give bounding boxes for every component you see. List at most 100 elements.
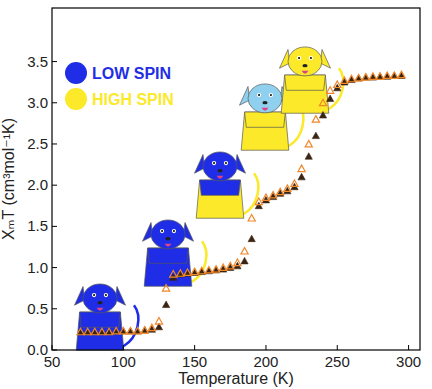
- data-point: [298, 165, 305, 171]
- data-point: [312, 132, 319, 138]
- data-point: [398, 71, 405, 77]
- chart: 501001502002503000.00.51.01.52.02.53.03.…: [0, 0, 432, 389]
- y-tick: [52, 267, 57, 268]
- y-tick: [52, 102, 57, 103]
- data-point: [348, 76, 355, 82]
- data-point: [163, 301, 170, 307]
- data-point: [234, 259, 241, 265]
- x-tick: [194, 345, 195, 350]
- data-point: [91, 328, 98, 334]
- data-point: [391, 72, 398, 78]
- y-tick-label: 3.0: [27, 94, 48, 111]
- y-tick-label: 0.0: [27, 341, 48, 358]
- data-point: [212, 266, 219, 272]
- y-tick-label: 2.0: [27, 176, 48, 193]
- dog: [195, 152, 259, 218]
- data-point: [163, 285, 170, 291]
- x-tick: [123, 345, 124, 350]
- data-point: [341, 77, 348, 83]
- data-point: [369, 74, 376, 80]
- data-point: [105, 328, 112, 334]
- data-point: [141, 327, 148, 333]
- data-point: [362, 74, 369, 80]
- data-point: [248, 215, 255, 221]
- data-point: [205, 267, 212, 273]
- data-point: [255, 198, 262, 204]
- annotation-swatch: [65, 88, 87, 110]
- data-point: [184, 269, 191, 275]
- dog-illustrations: [75, 47, 344, 350]
- annotation: LOW SPIN: [92, 65, 171, 82]
- data-point: [120, 327, 127, 333]
- annotation-swatch: [65, 62, 87, 84]
- y-tick: [52, 61, 57, 62]
- dog: [75, 284, 139, 350]
- data-point: [127, 327, 134, 333]
- data-point: [319, 99, 326, 105]
- data-point: [241, 257, 248, 263]
- data-point: [212, 266, 219, 272]
- data-point: [191, 268, 198, 274]
- data-point: [98, 328, 105, 334]
- data-point: [191, 269, 198, 275]
- data-point: [355, 74, 362, 80]
- x-axis-title: Temperature (K): [178, 370, 294, 387]
- data-point: [127, 327, 134, 333]
- data-point: [198, 268, 205, 274]
- data-point: [120, 327, 127, 333]
- x-tick-label: 150: [182, 353, 207, 370]
- y-tick: [52, 350, 57, 351]
- data-point: [220, 264, 227, 270]
- data-point: [155, 318, 162, 324]
- data-point: [134, 327, 141, 333]
- x-tick-label: 100: [111, 353, 136, 370]
- data-point: [227, 262, 234, 268]
- data-point: [170, 271, 177, 277]
- data-point: [134, 327, 141, 333]
- x-tick-label: 200: [253, 353, 278, 370]
- data-point: [91, 328, 98, 334]
- data-point: [398, 72, 405, 78]
- data-point: [113, 327, 120, 333]
- data-point: [384, 72, 391, 78]
- x-tick-label: 250: [325, 353, 350, 370]
- y-tick-label: 2.5: [27, 135, 48, 152]
- data-point: [376, 73, 383, 79]
- data-point: [291, 180, 298, 186]
- data-point: [198, 267, 205, 273]
- x-tick: [408, 345, 409, 350]
- y-axis-title: XₘT (cm³mol⁻¹K): [0, 118, 17, 240]
- data-point: [241, 248, 248, 254]
- data-point: [248, 235, 255, 241]
- data-point: [369, 73, 376, 79]
- data-point: [177, 270, 184, 276]
- data-points: [77, 71, 405, 335]
- data-point: [391, 72, 398, 78]
- y-tick: [52, 185, 57, 186]
- data-point: [205, 266, 212, 272]
- y-tick-label: 3.5: [27, 53, 48, 70]
- data-point: [284, 185, 291, 191]
- data-point: [98, 328, 105, 334]
- data-point: [177, 271, 184, 277]
- x-tick: [265, 345, 266, 350]
- data-point: [327, 95, 334, 101]
- data-point: [262, 194, 269, 200]
- data-point: [77, 328, 84, 334]
- y-tick-label: 1.0: [27, 259, 48, 276]
- data-point: [148, 324, 155, 330]
- data-point: [105, 328, 112, 334]
- data-point: [355, 74, 362, 80]
- plot-frame: [52, 8, 420, 350]
- x-tick: [337, 345, 338, 350]
- data-point: [312, 116, 319, 122]
- data-point: [298, 173, 305, 179]
- data-point: [113, 327, 120, 333]
- data-point: [184, 270, 191, 276]
- dog: [143, 220, 207, 286]
- x-tick-label: 300: [396, 353, 421, 370]
- y-tick: [52, 308, 57, 309]
- data-point: [269, 191, 276, 197]
- data-point: [384, 73, 391, 79]
- data-point: [84, 328, 91, 334]
